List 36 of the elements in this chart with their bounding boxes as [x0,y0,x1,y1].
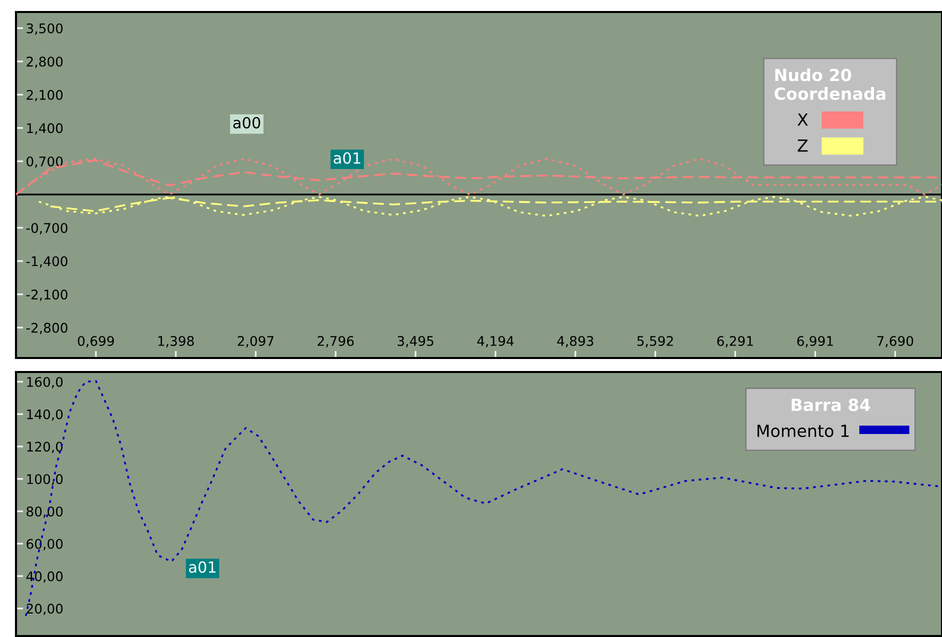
legend-label: X [797,114,808,126]
legend-label: Z [798,140,808,152]
y-tick-label: 1,400 [27,123,63,135]
x-tick-label: 2,097 [238,336,274,348]
x-tick-label: 4,194 [477,336,514,348]
y-tick-label: 100,0 [27,474,63,486]
y-tick-label: 80,00 [26,506,63,518]
y-tick-label: 2,100 [26,90,63,102]
x-tick-label: 6,291 [717,336,753,348]
x-tick-label: 0,699 [78,336,114,348]
x-tick-label: 7,690 [877,336,914,348]
x-tick-label: 3,495 [398,336,434,348]
legend-label: Momento 1 [758,424,849,438]
y-tick-label: 120,0 [27,442,63,454]
legend-title: Barra 84 [792,398,870,412]
y-tick-label: 140,0 [27,409,63,421]
y-tick-label: -0,700 [26,222,68,234]
legend-title: Nudo 20 Coordenada [774,68,886,100]
x-tick-label: 5,592 [637,336,673,348]
y-tick-label: 40,00 [26,571,63,583]
x-tick-label: 6,991 [797,336,833,348]
y-tick-label: 20,00 [26,604,63,616]
y-tick-label: -2,800 [26,322,68,334]
y-tick-label: 160,0 [27,376,63,388]
x-tick-label: 1,398 [158,336,194,348]
y-tick-label: 3,500 [26,23,63,35]
y-tick-label: 60,00 [26,538,63,550]
y-tick-label: 0,700 [26,156,63,168]
x-tick-label: 2,796 [318,336,354,348]
y-tick-label: -1,400 [26,256,68,268]
annotation: a01 [334,152,360,164]
y-tick-label: -2,100 [26,290,68,301]
annotation: a01 [189,561,216,573]
annotation: a00 [233,116,260,129]
x-tick-label: 4,893 [557,336,594,348]
y-tick-label: 2,800 [26,56,63,68]
